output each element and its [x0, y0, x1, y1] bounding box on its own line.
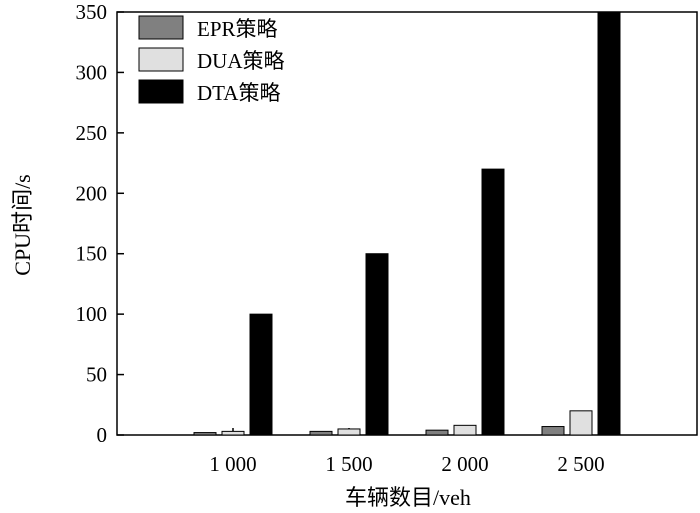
y-tick-label: 200 [76, 181, 108, 205]
legend-swatch [138, 15, 184, 40]
bar-1-0 [221, 430, 245, 436]
bar-0-3 [541, 426, 565, 436]
y-tick-label: 150 [76, 242, 108, 266]
legend-label: DUA策略 [197, 49, 285, 73]
legend-label: EPR策略 [197, 17, 278, 41]
bar-2-1 [365, 253, 389, 436]
x-tick-label: 2 000 [441, 452, 488, 476]
y-tick-label: 50 [86, 363, 107, 387]
legend: EPR策略 DUA策略 DTA策略 [138, 15, 285, 105]
x-tick-label: 1 500 [325, 452, 372, 476]
bar-1-2 [453, 424, 477, 436]
bars [193, 11, 621, 436]
y-tick-label: 100 [76, 302, 108, 326]
bar-1-3 [569, 410, 593, 436]
y-tick-label: 300 [76, 60, 108, 84]
legend-swatch [138, 79, 184, 104]
x-axis-title: 车辆数目/veh [345, 485, 471, 510]
bar-2-3 [597, 11, 621, 436]
bar-0-0 [193, 432, 217, 436]
axes: 0 50 100 150 200 250 300 350 1 000 1 500 2 000 2 50… [76, 0, 698, 476]
bar-1-1 [337, 428, 361, 436]
plot-frame [116, 11, 698, 436]
y-axis-title: CPU时间/s [10, 174, 35, 275]
legend-swatch [138, 47, 184, 72]
bar-2-2 [481, 168, 505, 436]
bar-0-2 [425, 429, 449, 436]
y-tick-label: 0 [97, 423, 108, 447]
x-tick-label: 1 000 [209, 452, 256, 476]
legend-label: DTA策略 [197, 81, 280, 105]
bar-0-1 [309, 430, 333, 436]
bar-2-0 [249, 313, 273, 436]
y-tick-label: 350 [76, 0, 108, 24]
y-tick-label: 250 [76, 121, 108, 145]
x-tick-label: 2 500 [557, 452, 604, 476]
